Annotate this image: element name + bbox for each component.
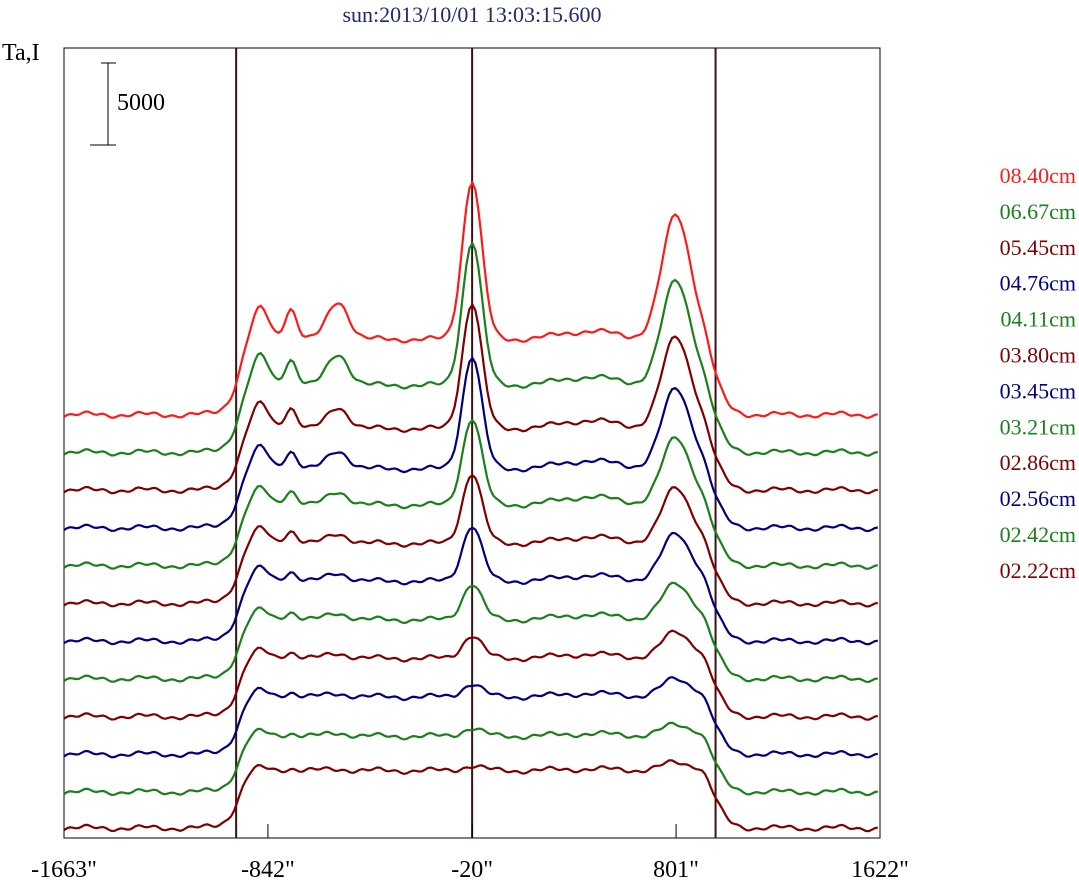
trace-03.21cm bbox=[63, 581, 878, 684]
x-tick-label-3: 801" bbox=[653, 857, 699, 883]
legend-item-03.45cm: 03.45cm bbox=[1000, 378, 1076, 403]
x-axis-ticks: -1663" -842" -20" 801" 1622" bbox=[31, 824, 909, 883]
spectral-traces bbox=[63, 179, 879, 833]
trace-08.40cm bbox=[63, 179, 879, 419]
trace-05.45cm bbox=[63, 302, 878, 495]
trace-02.22cm bbox=[63, 759, 879, 833]
trace-02.56cm bbox=[63, 675, 879, 759]
x-tick-label-1: -842" bbox=[241, 857, 295, 883]
legend-item-04.76cm: 04.76cm bbox=[1000, 271, 1076, 296]
x-tick-label-4: 1622" bbox=[851, 857, 909, 883]
trace-03.80cm bbox=[63, 473, 879, 608]
legend-item-03.21cm: 03.21cm bbox=[1000, 414, 1076, 439]
trace-02.86cm bbox=[63, 629, 878, 721]
y-axis-label: Ta,I bbox=[2, 40, 40, 66]
x-tick-label-2: -20" bbox=[451, 857, 493, 883]
trace-06.67cm bbox=[63, 240, 878, 457]
legend-item-02.22cm: 02.22cm bbox=[1000, 558, 1076, 583]
x-tick-label-0: -1663" bbox=[31, 857, 97, 883]
trace-03.45cm bbox=[63, 526, 878, 646]
chart-title: sun:2013/10/01 13:03:15.600 bbox=[342, 2, 601, 27]
trace-02.42cm bbox=[63, 721, 879, 797]
legend-item-05.45cm: 05.45cm bbox=[1000, 235, 1076, 260]
legend-item-02.42cm: 02.42cm bbox=[1000, 522, 1076, 547]
scale-bar: 5000 bbox=[90, 62, 165, 146]
trace-04.11cm bbox=[63, 418, 879, 570]
scale-bar-label: 5000 bbox=[117, 90, 165, 116]
legend: 08.40cm 06.67cm 05.45cm 04.76cm 04.11cm 03.80… bbox=[1000, 163, 1076, 583]
legend-item-08.40cm: 08.40cm bbox=[1000, 163, 1076, 188]
legend-item-02.86cm: 02.86cm bbox=[1000, 450, 1076, 475]
legend-item-02.56cm: 02.56cm bbox=[1000, 486, 1076, 511]
legend-item-06.67cm: 06.67cm bbox=[1000, 199, 1076, 224]
legend-item-03.80cm: 03.80cm bbox=[1000, 343, 1076, 368]
legend-item-04.11cm: 04.11cm bbox=[1000, 307, 1076, 332]
limb-center-lines bbox=[235, 48, 717, 838]
trace-04.76cm bbox=[63, 356, 878, 533]
